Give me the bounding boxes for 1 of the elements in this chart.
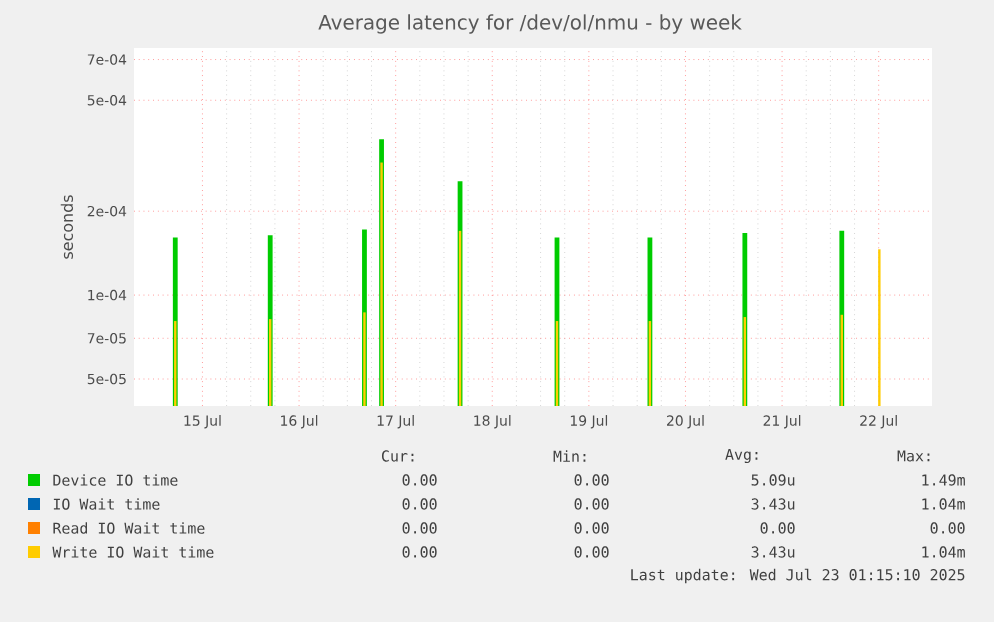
- chart-title: Average latency for /dev/ol/nmu - by week: [318, 14, 742, 34]
